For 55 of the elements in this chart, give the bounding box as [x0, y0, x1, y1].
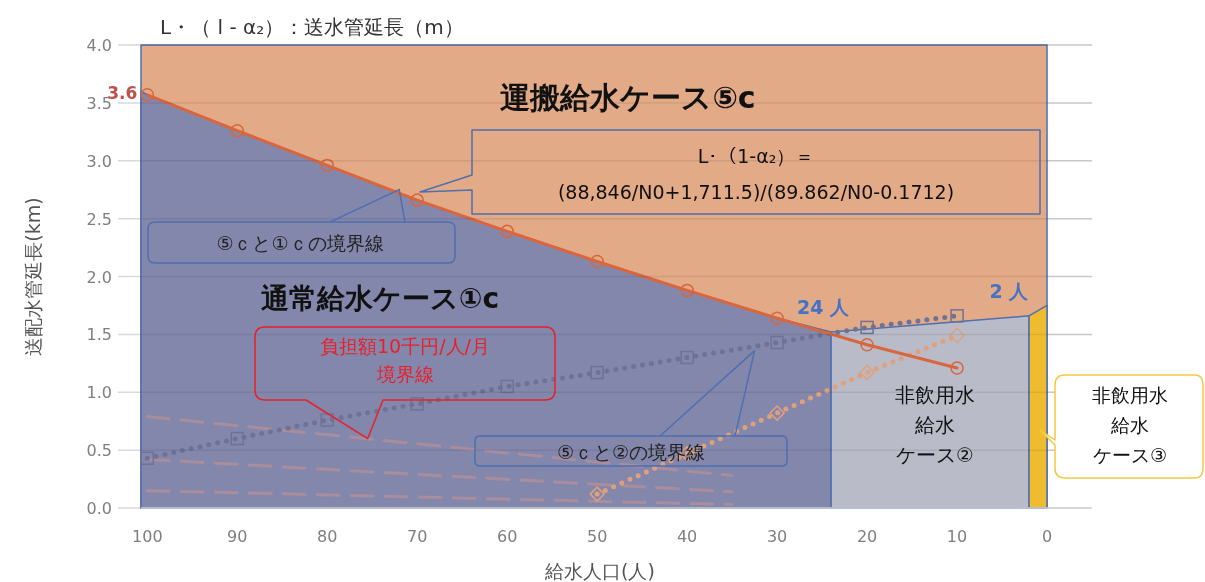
x-tick-label: 70	[407, 527, 428, 546]
x-tick-label: 100	[132, 527, 163, 546]
x-tick-label: 0	[1041, 527, 1053, 546]
annotation: ⑤ｃと①ｃの境界線	[216, 232, 384, 254]
point	[590, 254, 604, 269]
point	[680, 350, 694, 365]
chart-title: L・（ l - α₂）：送水管延長（m）	[160, 15, 464, 39]
point	[500, 224, 514, 239]
point	[140, 451, 155, 465]
annotation: L･（1-α₂）＝(88,846/N0+1,711.5)/(89.862/N0-0.1712)	[557, 145, 955, 203]
y-tick-label: 2.5	[86, 209, 112, 229]
y-tick-label: 1.5	[86, 325, 112, 345]
point	[500, 379, 514, 394]
x-tick-label: 20	[856, 527, 878, 546]
y-tick-label: 3.0	[86, 151, 112, 171]
point	[950, 361, 964, 375]
point	[590, 365, 604, 380]
annotation: 通常給水ケース①c	[260, 282, 500, 315]
point	[320, 413, 334, 427]
point	[859, 364, 875, 381]
point	[589, 486, 605, 502]
y-tick-label: 4.0	[86, 36, 112, 55]
x-axis-title: 給水人口(人)	[544, 560, 655, 582]
annotation: 運搬給水ケース⑤c	[500, 80, 756, 115]
x-tick-label: 60	[497, 527, 518, 546]
point	[410, 193, 424, 207]
point	[860, 320, 874, 335]
x-tick-label: 50	[586, 527, 608, 546]
point	[770, 335, 784, 350]
x-tick-label: 10	[946, 527, 968, 546]
y-tick-label: 1.0	[86, 383, 112, 403]
x-tick-label: 90	[227, 527, 248, 546]
point	[320, 158, 334, 173]
point	[950, 309, 964, 323]
annotation: 2 人	[989, 279, 1030, 302]
point	[769, 405, 785, 421]
point	[680, 283, 694, 298]
annotation: 非飲用水給水ケース③	[1092, 384, 1168, 466]
annotation: 非飲用水給水ケース②	[895, 383, 975, 467]
annotation: 負担額10千円/人/月境界線	[320, 335, 490, 385]
y-tick-label: 2.0	[86, 267, 112, 287]
point	[770, 311, 784, 325]
point	[949, 327, 965, 344]
x-tick-label: 80	[317, 527, 338, 546]
x-tick-label: 40	[676, 527, 698, 546]
point	[860, 338, 874, 352]
point	[140, 88, 155, 102]
point	[410, 397, 424, 411]
point	[230, 123, 245, 138]
y-tick-label: 0.5	[86, 441, 112, 461]
y-tick-label: 0.0	[86, 499, 112, 518]
point	[230, 431, 245, 446]
y-axis-title: 送配水管延長(km)	[22, 197, 44, 356]
x-tick-label: 30	[766, 527, 788, 546]
annotation: 24 人	[797, 296, 851, 319]
